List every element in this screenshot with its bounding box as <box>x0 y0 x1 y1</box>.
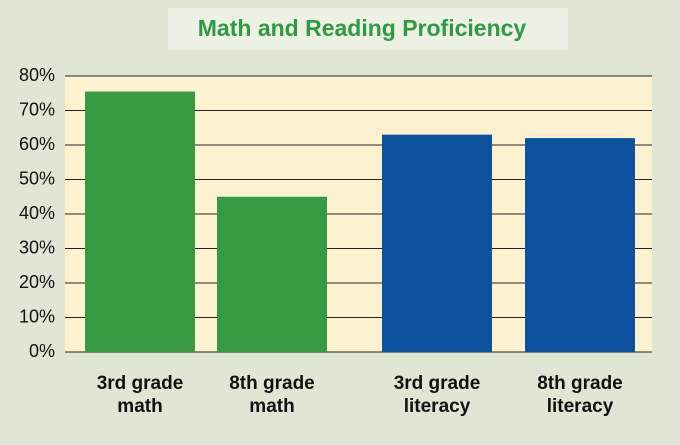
y-tick-label: 20% <box>19 272 55 292</box>
y-tick-label: 80% <box>19 65 55 85</box>
bar <box>85 91 195 353</box>
y-tick-label: 50% <box>19 168 55 188</box>
y-tick-label: 60% <box>19 134 55 154</box>
bar <box>382 134 492 352</box>
y-tick-label: 10% <box>19 306 55 326</box>
y-tick-label: 40% <box>19 203 55 223</box>
x-tick-label: 3rd grade literacy <box>393 373 481 417</box>
x-tick-label: 8th grade math <box>229 373 315 417</box>
y-tick-label: 30% <box>19 237 55 257</box>
y-tick-label: 70% <box>19 99 55 119</box>
x-tick-label: 3rd grade math <box>96 373 184 417</box>
chart-title: Math and Reading Proficiency <box>198 15 527 41</box>
y-tick-label: 0% <box>29 341 55 361</box>
bar <box>217 196 327 352</box>
bar <box>525 138 635 352</box>
title-band <box>168 8 568 50</box>
x-tick-label: 8th grade literacy <box>537 373 623 417</box>
